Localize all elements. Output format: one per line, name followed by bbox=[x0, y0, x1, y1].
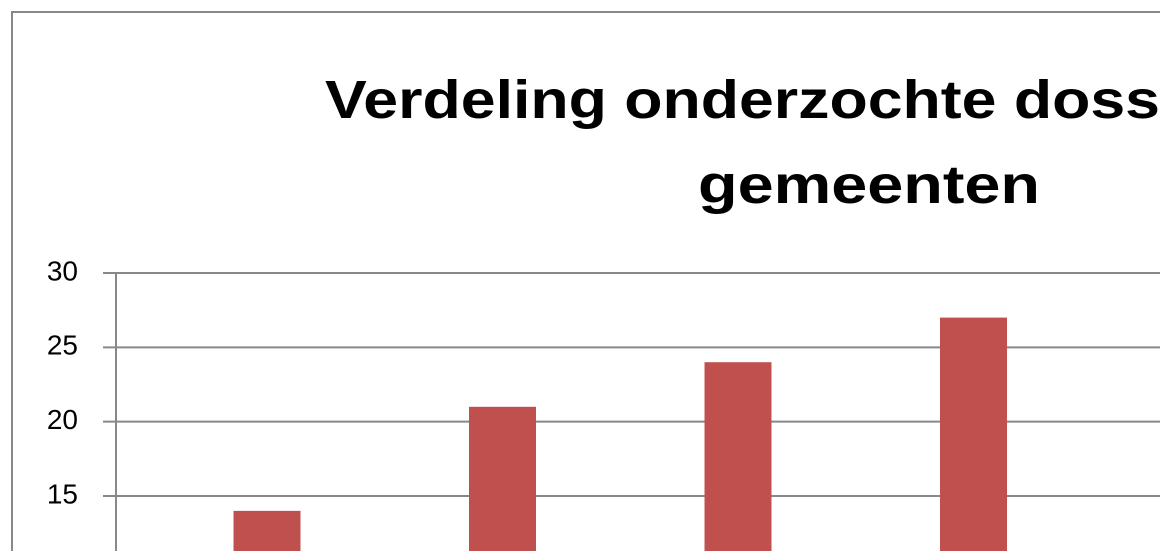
bar bbox=[233, 510, 301, 551]
bar bbox=[940, 317, 1007, 551]
y-tick-label: 25 bbox=[47, 330, 78, 361]
chart-title: Verdeling onderzochte doss bbox=[325, 70, 1160, 130]
bar bbox=[469, 406, 536, 551]
y-tick-label: 30 bbox=[47, 255, 78, 286]
chart-border bbox=[11, 11, 1160, 551]
chart-title: gemeenten bbox=[698, 155, 1040, 215]
bar bbox=[704, 362, 772, 551]
y-tick-label: 20 bbox=[47, 404, 78, 435]
y-tick-label: 15 bbox=[47, 478, 78, 509]
